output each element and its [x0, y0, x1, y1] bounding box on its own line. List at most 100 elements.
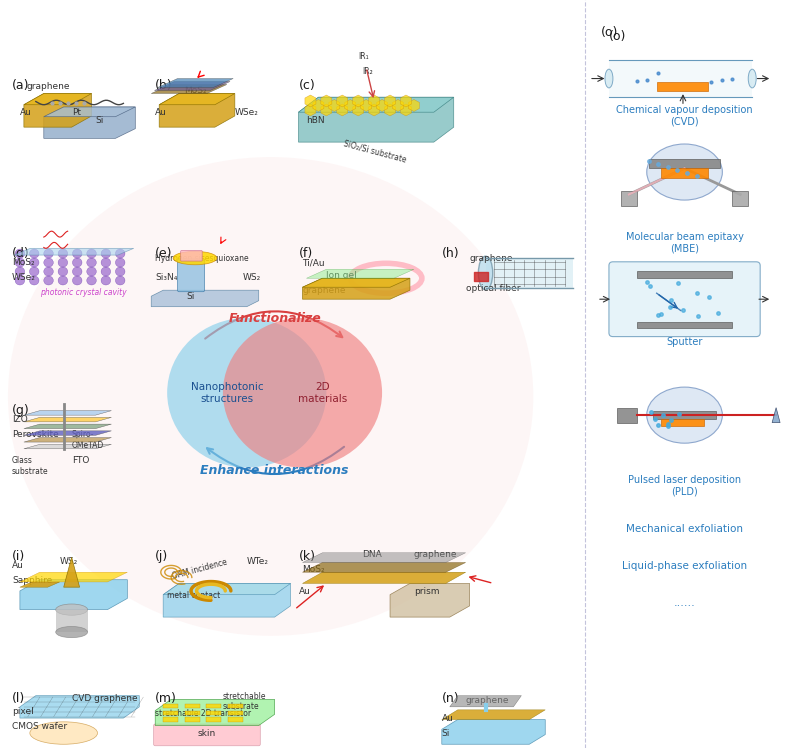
Circle shape [58, 267, 68, 276]
Text: CMOS wafer: CMOS wafer [12, 722, 67, 731]
Polygon shape [24, 438, 111, 442]
Text: IR₂: IR₂ [362, 67, 373, 76]
Text: MoS₂: MoS₂ [12, 258, 34, 267]
Polygon shape [302, 562, 466, 572]
Circle shape [58, 249, 68, 258]
Polygon shape [298, 97, 454, 142]
Text: Ion gel: Ion gel [326, 271, 357, 280]
Bar [163, 717, 178, 722]
Bar [185, 704, 200, 708]
Text: (m): (m) [155, 692, 177, 705]
Text: Au: Au [155, 108, 167, 117]
Text: Hydrogen sisesquioxane: Hydrogen sisesquioxane [155, 254, 249, 263]
Polygon shape [20, 572, 127, 582]
Text: pixel: pixel [12, 707, 33, 716]
Text: (e): (e) [155, 247, 173, 260]
Circle shape [58, 276, 68, 285]
Bar [621, 191, 637, 206]
Text: MoS₂: MoS₂ [302, 565, 325, 574]
Polygon shape [159, 94, 235, 127]
Ellipse shape [174, 251, 217, 265]
Bar [163, 704, 178, 708]
Polygon shape [20, 582, 60, 587]
Text: Perovskite: Perovskite [12, 430, 59, 439]
Text: Sputter: Sputter [666, 337, 703, 346]
Polygon shape [442, 710, 545, 720]
Bar [228, 704, 243, 708]
Polygon shape [24, 411, 111, 415]
Text: graphene: graphene [414, 550, 458, 559]
Text: Mechanical exfoliation: Mechanical exfoliation [626, 524, 743, 533]
Text: ......: ...... [673, 598, 696, 608]
Text: Nanophotonic
structures: Nanophotonic structures [190, 382, 263, 403]
Polygon shape [24, 431, 111, 435]
Ellipse shape [646, 387, 722, 443]
Ellipse shape [748, 70, 756, 88]
Polygon shape [24, 424, 111, 429]
Circle shape [101, 267, 111, 276]
Polygon shape [24, 417, 111, 422]
Text: (o): (o) [609, 30, 626, 43]
FancyBboxPatch shape [609, 262, 760, 337]
Text: Ti/Au: Ti/Au [302, 258, 325, 267]
Circle shape [72, 267, 82, 276]
Polygon shape [298, 97, 454, 112]
Text: OAM incidence: OAM incidence [171, 557, 228, 580]
Bar [661, 168, 708, 178]
Text: Functionalize: Functionalize [228, 313, 321, 325]
Circle shape [101, 276, 111, 285]
Polygon shape [158, 79, 233, 88]
Circle shape [87, 267, 96, 276]
Text: CVD graphene: CVD graphene [72, 694, 137, 703]
Bar [657, 82, 708, 91]
Ellipse shape [8, 157, 533, 636]
Polygon shape [390, 583, 470, 617]
Circle shape [44, 276, 53, 285]
Circle shape [101, 249, 111, 258]
Circle shape [167, 318, 326, 468]
Ellipse shape [56, 627, 88, 637]
Text: (b): (b) [155, 79, 173, 91]
Text: Si: Si [442, 729, 451, 738]
Text: (l): (l) [12, 692, 25, 705]
Text: graphene: graphene [470, 254, 513, 263]
Bar [185, 717, 200, 722]
Text: (d): (d) [12, 247, 29, 260]
Text: Molecular beam epitaxy
(MBE): Molecular beam epitaxy (MBE) [626, 232, 743, 254]
Bar [163, 711, 178, 715]
Text: Enhance interactions: Enhance interactions [201, 464, 349, 476]
Polygon shape [20, 580, 127, 610]
Polygon shape [151, 290, 259, 307]
Ellipse shape [605, 70, 613, 88]
Text: Au: Au [442, 714, 454, 723]
Circle shape [87, 276, 96, 285]
Circle shape [87, 258, 96, 267]
Text: WS₂: WS₂ [60, 557, 78, 566]
Circle shape [15, 276, 25, 285]
Ellipse shape [29, 722, 98, 744]
Text: (h): (h) [442, 247, 459, 260]
Circle shape [29, 258, 39, 267]
Text: WS₂: WS₂ [243, 273, 261, 282]
Text: Chemical vapour deposition
(CVD): Chemical vapour deposition (CVD) [616, 105, 753, 126]
Circle shape [72, 249, 82, 258]
Text: WSe₂: WSe₂ [235, 108, 259, 117]
Text: Pulsed laser deposition
(PLD): Pulsed laser deposition (PLD) [628, 475, 741, 497]
Text: optical fiber: optical fiber [466, 284, 520, 293]
Circle shape [115, 267, 125, 276]
Text: Au: Au [20, 108, 32, 117]
Polygon shape [20, 696, 139, 718]
Circle shape [115, 276, 125, 285]
Bar [228, 717, 243, 722]
Polygon shape [24, 444, 111, 449]
Text: prism: prism [414, 587, 439, 596]
Ellipse shape [646, 144, 722, 200]
Text: FTO: FTO [72, 456, 89, 465]
Text: Au: Au [12, 561, 24, 570]
Polygon shape [302, 278, 410, 287]
Text: (j): (j) [155, 550, 169, 562]
Polygon shape [14, 248, 134, 255]
FancyBboxPatch shape [154, 724, 260, 746]
Text: (c): (c) [298, 79, 315, 91]
Polygon shape [163, 583, 291, 617]
